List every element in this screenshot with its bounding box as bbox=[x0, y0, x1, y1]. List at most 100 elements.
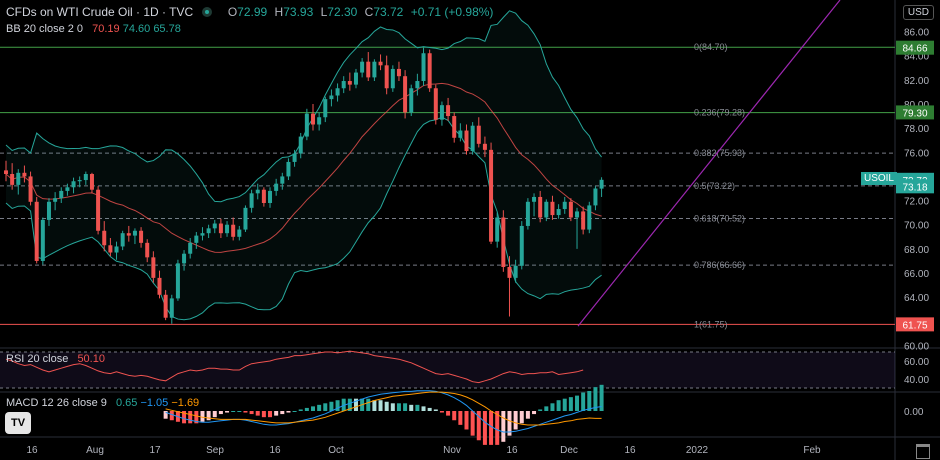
symbol-title[interactable]: CFDs on WTI Crude Oil · 1D · TVC bbox=[6, 5, 194, 19]
price-tick-label: 84.00 bbox=[904, 52, 929, 63]
fib-label: 1(61.75) bbox=[694, 319, 728, 329]
candle-body bbox=[200, 233, 205, 236]
price-tick-label: 76.00 bbox=[904, 148, 929, 159]
macd-hist-bar bbox=[519, 411, 524, 424]
bb-basis-value: 70.19 bbox=[92, 23, 120, 35]
candle-body bbox=[22, 172, 27, 177]
macd-hist-bar bbox=[513, 411, 518, 430]
candle-body bbox=[427, 53, 432, 89]
chart-legend: CFDs on WTI Crude Oil · 1D · TVC O72.99 … bbox=[6, 5, 493, 19]
candle-body bbox=[396, 68, 401, 77]
bb-legend[interactable]: BB 20 close 2 0 70.19 74.60 65.78 bbox=[6, 23, 181, 35]
fib-label: 0.786(66.66) bbox=[694, 260, 745, 270]
macd-hist-bar bbox=[347, 398, 352, 411]
candle-body bbox=[538, 196, 543, 218]
x-tick-label: Feb bbox=[803, 445, 821, 456]
candle-body bbox=[311, 113, 315, 125]
candle-body bbox=[4, 170, 8, 175]
calendar-icon[interactable] bbox=[916, 444, 930, 459]
macd-hist-bar bbox=[464, 411, 469, 430]
candle-body bbox=[102, 230, 107, 246]
price-tick-label: 64.00 bbox=[904, 293, 929, 304]
macd-hist-bar bbox=[298, 409, 303, 411]
macd-hist-bar bbox=[470, 411, 475, 436]
candle-body bbox=[415, 81, 420, 89]
candle-body bbox=[96, 189, 101, 231]
candle-body bbox=[482, 143, 487, 150]
macd-hist-bar bbox=[538, 409, 543, 411]
candle-body bbox=[212, 223, 217, 229]
open-value: 72.99 bbox=[237, 5, 268, 19]
candle-body bbox=[261, 189, 266, 203]
macd-signal-value: −1.05 bbox=[140, 397, 169, 409]
candle-body bbox=[347, 81, 352, 85]
macd-hist-bar bbox=[396, 403, 401, 411]
candle-body bbox=[378, 61, 383, 66]
x-tick-label: Aug bbox=[86, 445, 104, 456]
bb-upper-value: 74.60 bbox=[122, 23, 151, 35]
macd-hist-bar bbox=[532, 411, 537, 415]
x-tick-label: 16 bbox=[26, 445, 38, 456]
macd-hist-bar bbox=[409, 404, 414, 411]
candle-body bbox=[439, 105, 444, 120]
candle-body bbox=[360, 61, 365, 73]
macd-hist-bar bbox=[403, 403, 408, 411]
candle-body bbox=[71, 181, 76, 188]
candle-body bbox=[40, 219, 45, 261]
rsi-line bbox=[5, 350, 584, 384]
candle-body bbox=[132, 230, 137, 236]
candle-body bbox=[470, 125, 475, 152]
price-label: 73.18 bbox=[902, 182, 927, 193]
price-label-bg bbox=[896, 179, 934, 194]
x-tick-label: 16 bbox=[624, 445, 636, 456]
bb-fill bbox=[6, 10, 602, 320]
market-status-icon bbox=[202, 7, 213, 17]
candle-body bbox=[384, 65, 389, 89]
candle-body bbox=[268, 190, 273, 203]
rsi-legend[interactable]: RSI 20 close 50.10 bbox=[6, 353, 105, 365]
candle-body bbox=[544, 201, 549, 218]
high-key: H bbox=[274, 5, 284, 19]
tradingview-logo[interactable]: TV bbox=[5, 412, 31, 434]
candle-body bbox=[335, 88, 340, 96]
candle-body bbox=[403, 76, 408, 113]
price-tick-label: 68.00 bbox=[904, 245, 929, 256]
macd-hist-bar bbox=[261, 411, 266, 418]
candle-body bbox=[323, 99, 328, 118]
macd-hist-bar bbox=[384, 401, 389, 411]
macd-hist-bar bbox=[427, 407, 432, 411]
macd-hist-bar bbox=[182, 411, 187, 424]
candle-body bbox=[317, 117, 322, 125]
macd-legend[interactable]: MACD 12 26 close 9 0.65 −1.05 −1.69 bbox=[6, 397, 199, 409]
candle-body bbox=[59, 190, 64, 199]
candle-body bbox=[433, 88, 438, 120]
candle-body bbox=[525, 201, 530, 226]
currency-button[interactable]: USD bbox=[902, 5, 934, 20]
macd-hist-bar bbox=[255, 411, 260, 416]
candle-body bbox=[145, 242, 150, 258]
candle-body bbox=[562, 201, 567, 210]
candle-body bbox=[175, 263, 180, 299]
candle-body bbox=[353, 72, 358, 85]
candle-body bbox=[114, 246, 119, 253]
macd-label: MACD 12 26 close 9 bbox=[6, 397, 107, 409]
macd-hist-bar bbox=[556, 400, 561, 411]
macd-hist-bar bbox=[575, 395, 580, 411]
candle-body bbox=[390, 68, 395, 89]
open-key: O bbox=[227, 5, 238, 19]
macd-hist-bar bbox=[237, 411, 242, 412]
macd-hist-bar bbox=[599, 384, 604, 411]
candle-body bbox=[206, 228, 211, 234]
candle-body bbox=[495, 217, 500, 242]
candle-body bbox=[587, 205, 592, 230]
candle-body bbox=[501, 217, 506, 267]
fib-label: 0.382(75.93) bbox=[694, 148, 745, 158]
macd-hist-bar bbox=[525, 411, 530, 419]
low-key: L bbox=[320, 5, 328, 19]
candle-body bbox=[286, 161, 291, 177]
low-value: 72.30 bbox=[327, 5, 358, 19]
x-tick-label: 17 bbox=[149, 445, 161, 456]
macd-hist-bar bbox=[231, 411, 236, 412]
macd-hist-bar bbox=[200, 411, 205, 422]
